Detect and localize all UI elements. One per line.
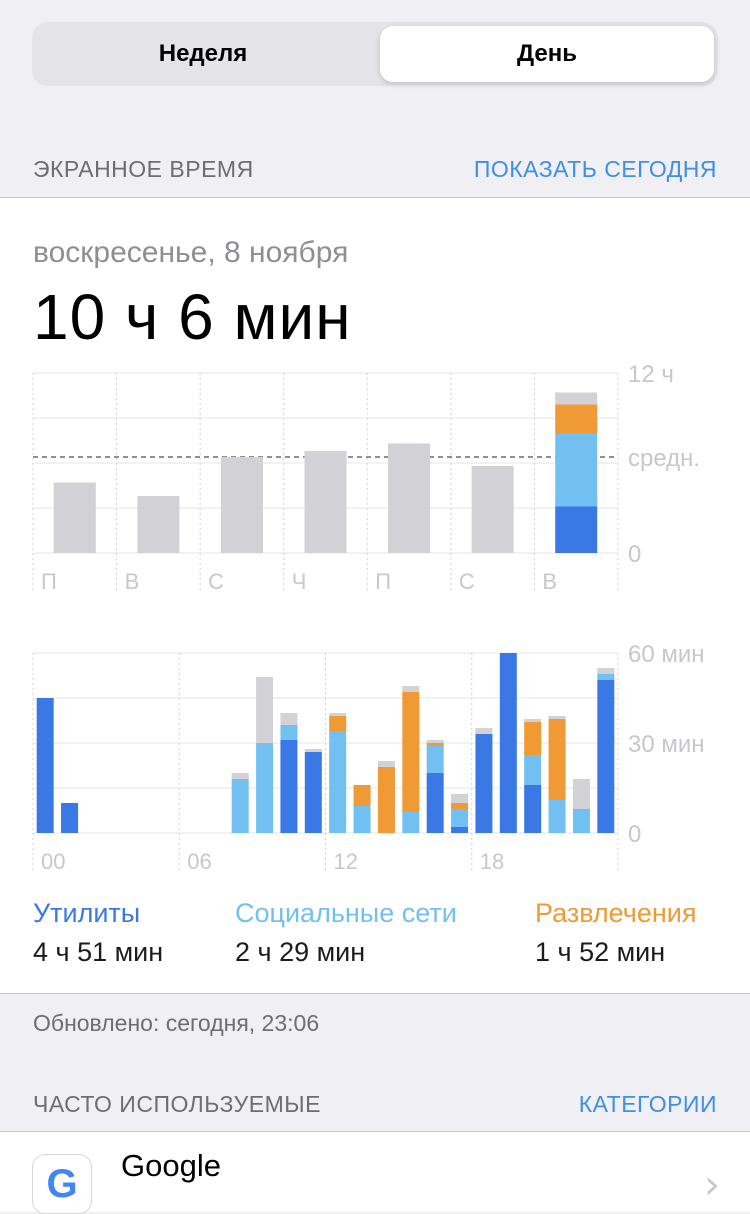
bar-segment — [426, 773, 444, 833]
screen-time-card: воскресенье, 8 ноября 10 ч 6 мин П В С Ч П С В… — [0, 197, 750, 994]
bar-segment — [597, 680, 615, 833]
category-utilities: Утилиты 4 ч 51 мин — [33, 898, 163, 968]
bar-segment — [555, 404, 598, 433]
bar-segment — [256, 677, 274, 743]
bar-segment — [524, 755, 542, 785]
bar-segment — [61, 803, 79, 833]
bar-segment — [329, 716, 347, 731]
bar-segment — [451, 794, 469, 803]
bar-segment — [304, 749, 322, 752]
bar-segment — [231, 779, 249, 833]
daily-chart: П В С Ч П С В 12 ч средн. 0 — [32, 363, 700, 594]
day-tick-label: Ч — [292, 569, 307, 594]
bar-segment — [280, 725, 298, 740]
bar-segment — [280, 713, 298, 725]
bar-segment — [304, 752, 322, 833]
show-today-link[interactable]: ПОКАЗАТЬ СЕГОДНЯ — [473, 156, 717, 182]
bar-segment — [353, 806, 371, 833]
bar-segment — [388, 443, 431, 553]
y-tick-label: 12 ч — [628, 363, 674, 388]
bar-segment — [256, 743, 274, 833]
app-name: Google — [121, 1148, 221, 1183]
day-tick-label: С — [459, 569, 475, 594]
category-entertainment: Развлечения 1 ч 52 мин — [535, 898, 697, 968]
bar-segment — [555, 506, 598, 553]
bar-segment — [220, 457, 263, 553]
bar-segment — [475, 728, 493, 734]
updated-timestamp: Обновлено: сегодня, 23:06 — [33, 1010, 320, 1036]
bar-segment — [475, 734, 493, 833]
bar-segment — [329, 731, 347, 833]
bar-segment — [524, 785, 542, 833]
bar-segment — [426, 740, 444, 743]
y-tick-label: 0 — [628, 821, 641, 848]
category-utilities-name: Утилиты — [33, 898, 141, 928]
frequent-header: ЧАСТО ИСПОЛЬЗУЕМЫЕ КАТЕГОРИИ — [0, 1085, 750, 1125]
bar-segment — [451, 809, 469, 827]
bar-segment — [426, 743, 444, 746]
category-entertainment-value: 1 ч 52 мин — [535, 937, 666, 967]
bar-segment — [555, 433, 598, 507]
summary-date: воскресенье, 8 ноября — [33, 236, 349, 269]
bar-segment — [548, 800, 566, 833]
day-tick-label: В — [125, 569, 140, 594]
segment-day[interactable]: День — [380, 26, 714, 82]
bar-segment — [329, 713, 347, 716]
bar-segment — [280, 740, 298, 833]
bar-segment — [231, 773, 249, 779]
category-entertainment-name: Развлечения — [535, 898, 697, 928]
bar-segment — [548, 719, 566, 800]
bar-segment — [555, 392, 598, 405]
hour-tick-label: 12 — [334, 849, 358, 874]
bar-segment — [524, 722, 542, 755]
screen-time-header: ЭКРАННОЕ ВРЕМЯ ПОКАЗАТЬ СЕГОДНЯ — [0, 150, 750, 190]
bar-segment — [36, 698, 54, 833]
hourly-chart: 00 06 12 18 60 мин 30 мин 0 — [32, 643, 705, 874]
bar-segment — [451, 803, 469, 809]
bar-segment — [402, 692, 420, 812]
google-icon: G — [32, 1154, 92, 1214]
y-tick-label: 60 мин — [628, 643, 705, 668]
period-segmented-control: Неделя День — [32, 22, 718, 86]
day-tick-label: С — [208, 569, 224, 594]
y-tick-label: средн. — [628, 445, 700, 472]
bar-segment — [426, 746, 444, 773]
chevron-right-icon: › — [704, 1162, 720, 1208]
summary-total: 10 ч 6 мин — [33, 281, 352, 353]
bar-segment — [572, 809, 590, 833]
day-tick-label: П — [375, 569, 391, 594]
bar-segment — [597, 668, 615, 674]
category-social-value: 2 ч 29 мин — [235, 937, 366, 967]
day-tick-label: В — [542, 569, 557, 594]
bar-segment — [402, 812, 420, 833]
hour-tick-label: 06 — [187, 849, 211, 874]
bar-segment — [499, 653, 517, 833]
y-tick-label: 0 — [628, 541, 641, 568]
bar-segment — [548, 716, 566, 719]
bar-segment — [402, 686, 420, 692]
bar-segment — [353, 785, 371, 806]
category-social-name: Социальные сети — [235, 898, 457, 928]
bar-segment — [471, 466, 514, 553]
frequent-title: ЧАСТО ИСПОЛЬЗУЕМЫЕ — [33, 1091, 321, 1117]
categories-link[interactable]: КАТЕГОРИИ — [578, 1091, 717, 1117]
bar-segment — [572, 779, 590, 809]
bar-segment — [377, 767, 395, 833]
segment-week[interactable]: Неделя — [158, 40, 248, 67]
bar-segment — [377, 761, 395, 767]
y-tick-label: 30 мин — [628, 731, 705, 758]
bar-segment — [137, 496, 180, 553]
bar-segment — [597, 674, 615, 680]
screen-time-title: ЭКРАННОЕ ВРЕМЯ — [33, 156, 254, 182]
category-utilities-value: 4 ч 51 мин — [33, 937, 164, 967]
bar-segment — [451, 827, 469, 833]
hour-tick-label: 18 — [480, 849, 504, 874]
bar-segment — [304, 451, 347, 553]
category-social: Социальные сети 2 ч 29 мин — [235, 898, 457, 968]
bar-segment — [53, 482, 96, 553]
day-tick-label: П — [41, 569, 57, 594]
app-row-google[interactable]: G Google › — [0, 1131, 750, 1214]
bar-segment — [524, 719, 542, 722]
hour-tick-label: 00 — [41, 849, 65, 874]
